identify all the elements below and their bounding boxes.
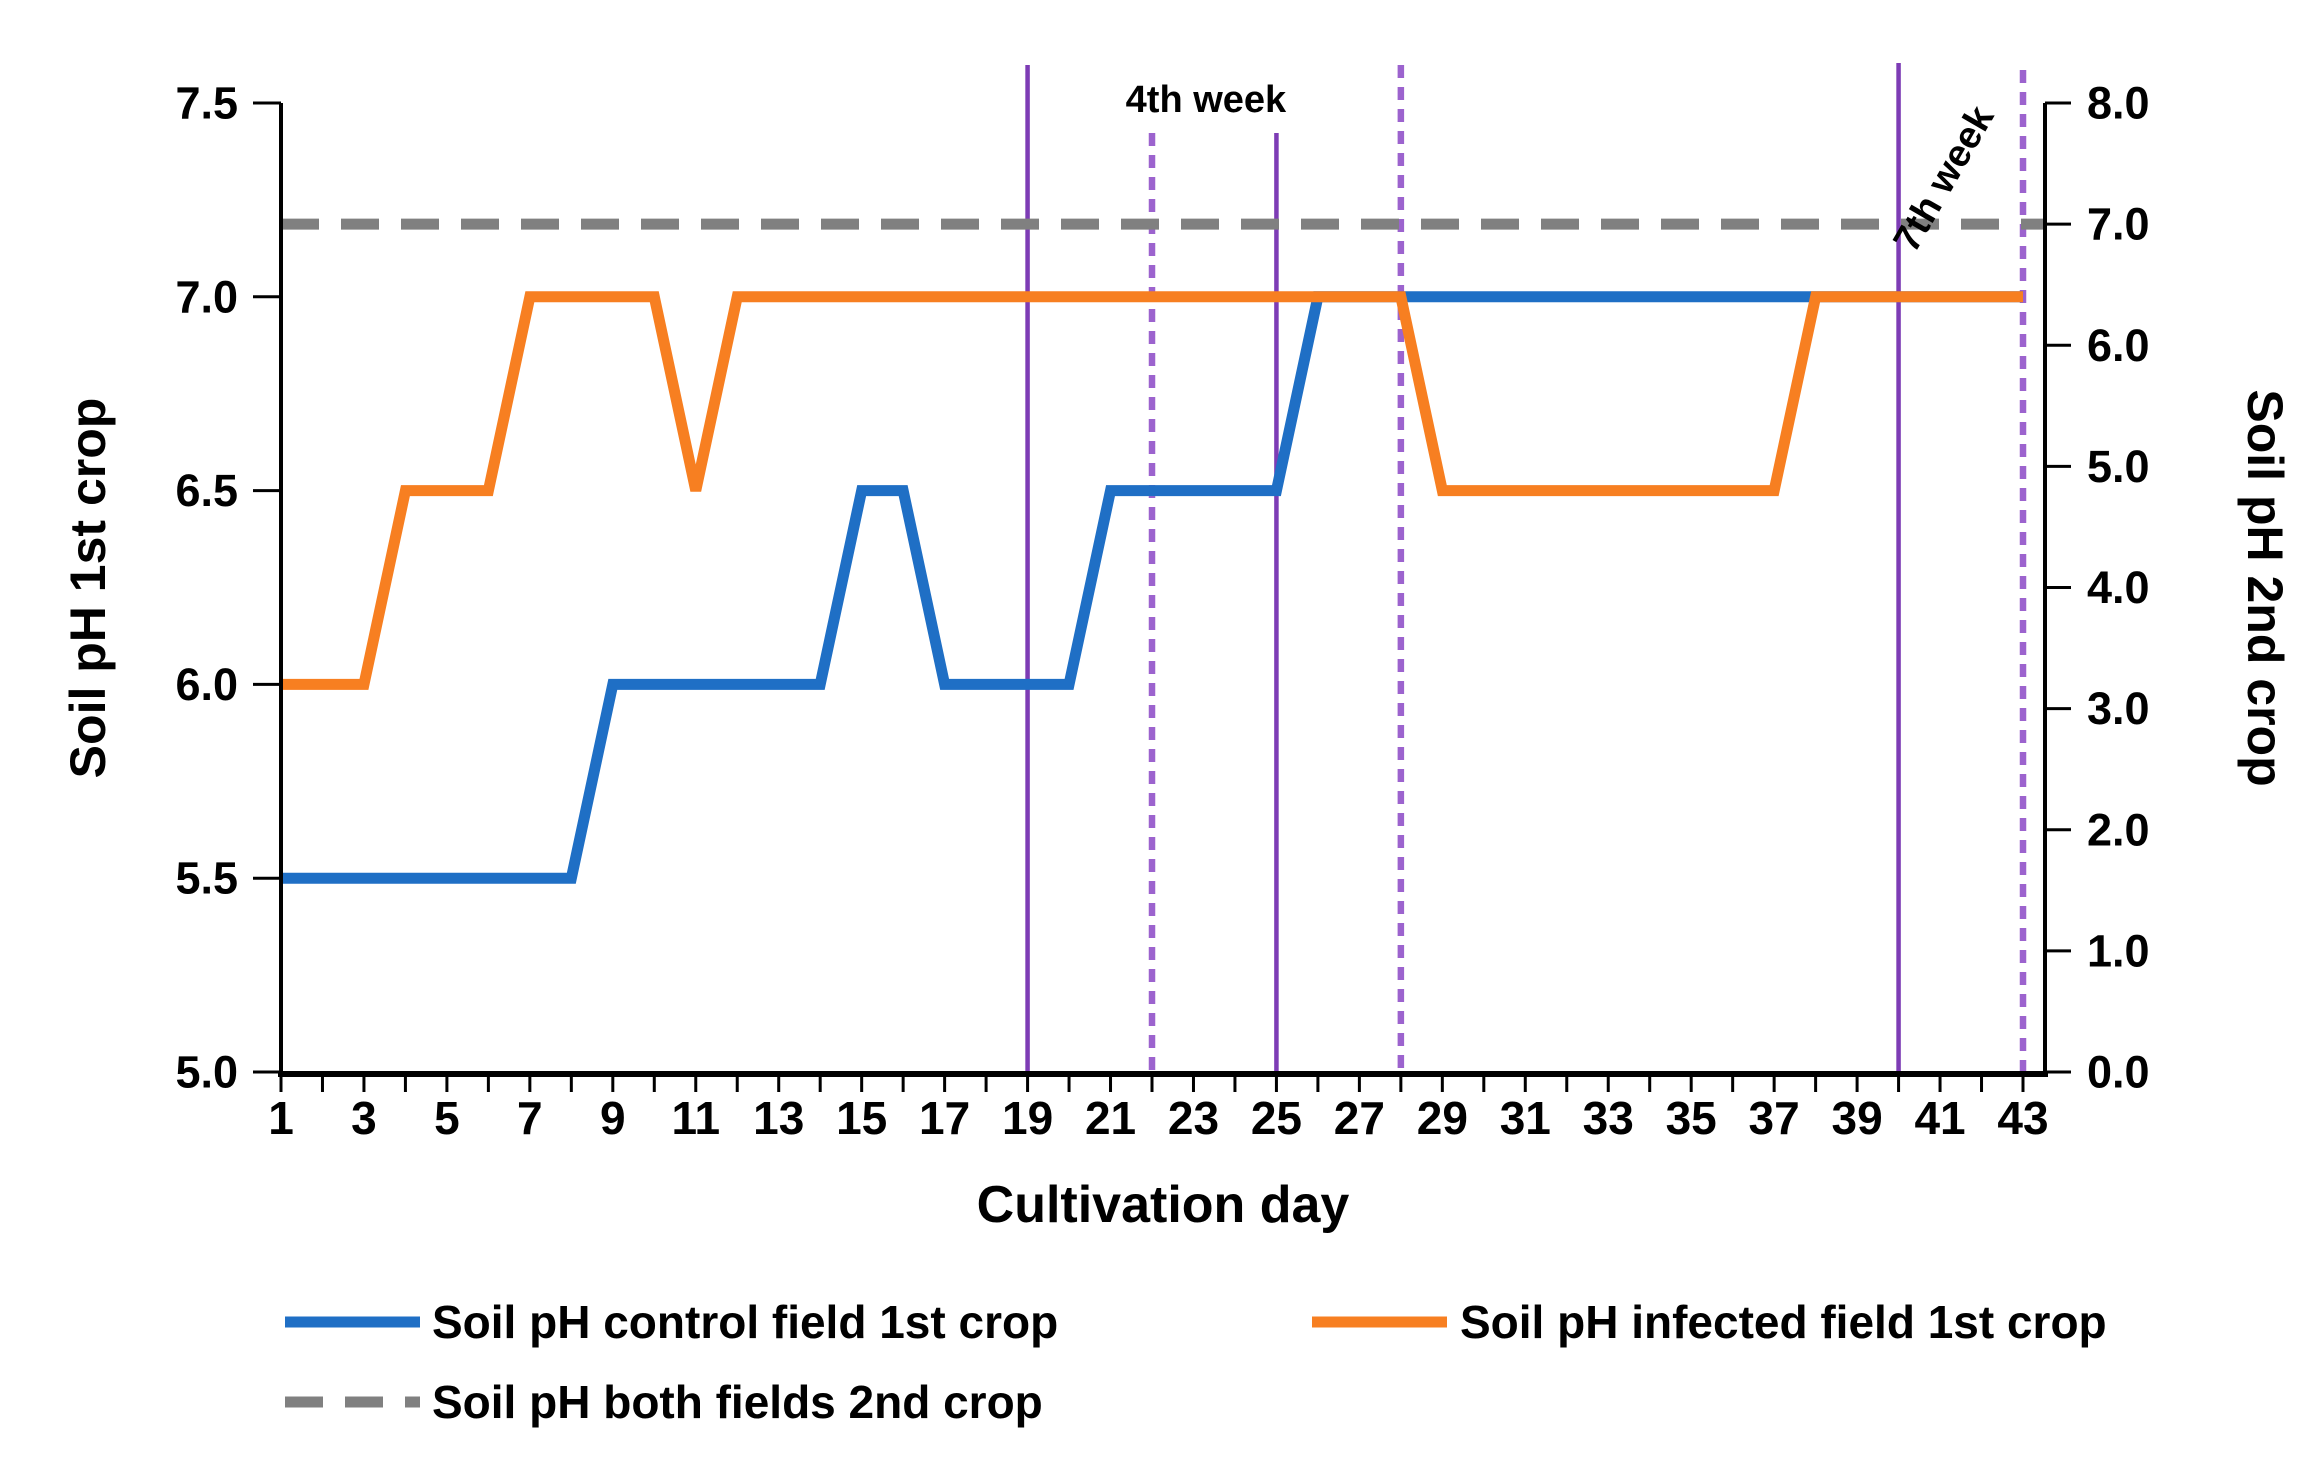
right-axis-title: Soil pH 2nd crop [2237,389,2293,786]
left-axis-tick-label: 5.0 [175,1047,238,1098]
left-axis-tick-label: 5.5 [175,853,238,904]
x-axis-tick-label: 39 [1832,1092,1883,1144]
legend-label-infected: Soil pH infected field 1st crop [1460,1296,2107,1348]
week-marker-lines [1025,63,2027,1072]
x-axis-tick-label: 37 [1749,1092,1800,1144]
x-axis-tick-label: 43 [1997,1092,2048,1144]
x-axis-tick-label: 31 [1500,1092,1551,1144]
x-axis-tick-label: 23 [1168,1092,1219,1144]
x-axis-tick-label: 33 [1583,1092,1634,1144]
right-axis-tick-label: 4.0 [2087,562,2150,613]
series-lines [281,291,2023,884]
right-axis-tick-label: 6.0 [2087,320,2150,371]
left-axis-tick-label: 7.5 [175,78,238,129]
x-axis-tick-label: 11 [671,1092,720,1144]
right-axis-tick-label: 5.0 [2087,441,2150,492]
right-axis-tick-label: 7.0 [2087,199,2150,250]
legend-label-control: Soil pH control field 1st crop [432,1296,1058,1348]
x-axis-tick-label: 13 [753,1092,804,1144]
x-axis-tick-label: 15 [836,1092,887,1144]
right-axis-tick-label: 2.0 [2087,804,2150,855]
left-axis-tick-label: 7.0 [175,271,238,322]
right-axis-tick-label: 1.0 [2087,925,2150,976]
x-axis-tick-label: 19 [1002,1092,1053,1144]
x-axis-tick-label: 17 [919,1092,970,1144]
left-axis-title: Soil pH 1st crop [60,398,116,779]
right-axis-tick-label: 8.0 [2087,78,2150,129]
left-axis-tick-label: 6.0 [175,659,238,710]
x-axis-tick-label: 7 [517,1092,543,1144]
axis-ticks: 5.0 5.5 6.0 6.5 7.0 7.5 0.0 1.0 2.0 3.0 4.0 5.0 6.0 7… [175,78,2149,1145]
legend-label-2nd-crop: Soil pH both fields 2nd crop [432,1376,1043,1428]
x-axis-title: Cultivation day [977,1176,1350,1234]
series-line-control [281,291,2023,884]
legend: Soil pH control field 1st crop Soil pH i… [285,1296,2107,1428]
x-axis-tick-label: 1 [268,1092,294,1144]
x-axis-tick-label: 27 [1334,1092,1385,1144]
annotation-4th-week: 4th week [1126,79,1287,121]
right-axis-tick-label: 3.0 [2087,683,2150,734]
x-axis-tick-label: 29 [1417,1092,1468,1144]
x-axis-tick-label: 21 [1085,1092,1136,1144]
x-axis-tick-label: 41 [1914,1092,1965,1144]
x-axis-tick-label: 9 [600,1092,626,1144]
x-axis-tick-label: 5 [434,1092,460,1144]
x-axis-tick-label: 25 [1251,1092,1302,1144]
x-axis-tick-label: 35 [1666,1092,1717,1144]
x-axis-tick-label: 3 [351,1092,377,1144]
right-axis-tick-label: 0.0 [2087,1047,2150,1098]
series-line-infected [281,291,2023,690]
left-axis-tick-label: 6.5 [175,465,238,516]
